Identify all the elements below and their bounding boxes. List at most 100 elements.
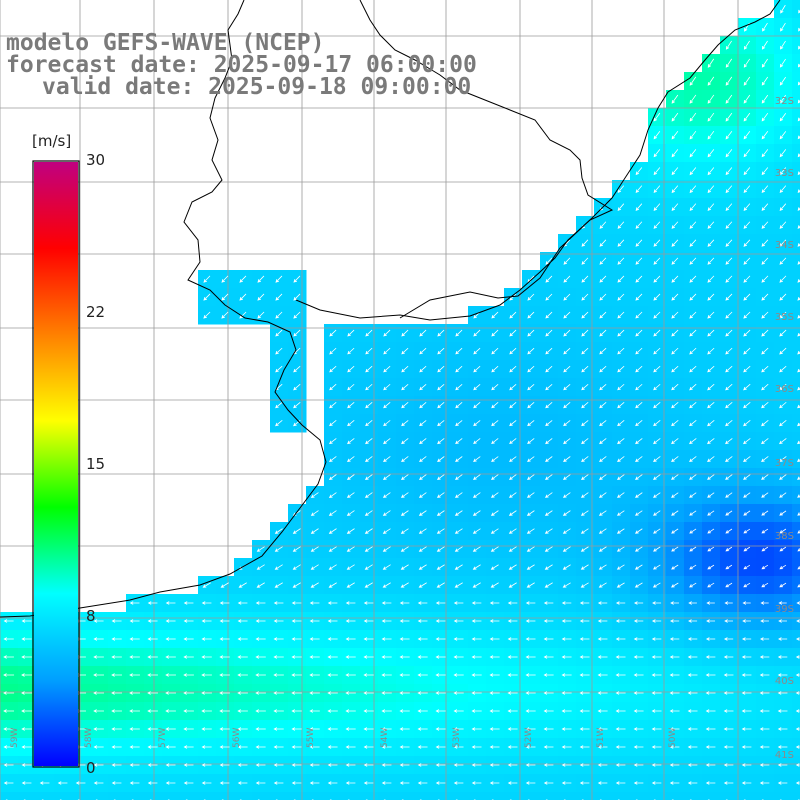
wind-vector-arrow <box>509 474 517 480</box>
wind-vector-arrow <box>725 130 733 140</box>
wind-vector-arrow <box>237 673 248 677</box>
wind-vector-arrow <box>21 637 32 641</box>
wind-vector-arrow <box>418 510 427 516</box>
wind-vector-arrow <box>562 582 571 588</box>
wind-vector-arrow <box>21 727 32 731</box>
wind-vector-arrow <box>455 365 463 373</box>
wind-vector-arrow <box>599 347 607 355</box>
wind-vector-arrow <box>401 438 409 445</box>
wind-vector-arrow <box>345 655 356 659</box>
wind-vector-arrow <box>707 94 715 104</box>
wind-vector-arrow <box>490 546 499 552</box>
wind-vector-arrow <box>777 673 788 677</box>
wind-speed-cell <box>180 792 199 800</box>
wind-speed-cell <box>792 414 800 433</box>
wind-vector-arrow <box>635 383 643 391</box>
wind-vector-arrow <box>725 528 733 534</box>
wind-speed-cell <box>126 792 145 800</box>
wind-vector-arrow <box>671 167 679 176</box>
wind-vector-arrow <box>274 546 283 552</box>
wind-vector-arrow <box>365 329 373 337</box>
wind-vector-arrow <box>93 763 104 767</box>
wind-vector-arrow <box>328 510 337 516</box>
wind-vector-arrow <box>507 601 518 605</box>
wind-vector-arrow <box>759 709 770 713</box>
wind-vector-arrow <box>365 347 373 355</box>
wind-vector-arrow <box>580 510 589 516</box>
wind-vector-arrow <box>689 293 697 301</box>
wind-vector-arrow <box>761 76 769 86</box>
wind-speed-cell <box>144 792 163 800</box>
wind-vector-arrow <box>399 673 410 677</box>
wind-speed-cell <box>792 540 800 559</box>
wind-speed-cell <box>414 792 433 800</box>
wind-vector-arrow <box>183 619 194 623</box>
wind-vector-arrow <box>509 420 517 427</box>
wind-vector-arrow <box>381 745 392 749</box>
wind-vector-arrow <box>651 673 662 677</box>
wind-vector-arrow <box>743 76 751 86</box>
wind-vector-arrow <box>525 601 536 605</box>
wind-vector-arrow <box>671 564 679 570</box>
wind-vector-arrow <box>111 637 122 641</box>
wind-vector-arrow <box>617 456 625 463</box>
wind-vector-arrow <box>761 420 769 427</box>
wind-vector-arrow <box>183 763 194 767</box>
wind-vector-arrow <box>707 185 715 194</box>
wind-vector-arrow <box>147 781 158 785</box>
wind-vector-arrow <box>707 492 715 498</box>
wind-vector-arrow <box>21 691 33 695</box>
wind-vector-arrow <box>473 438 481 445</box>
wind-vector-arrow <box>617 239 625 247</box>
wind-speed-cell <box>792 126 800 145</box>
lat-label: 39S <box>774 604 794 615</box>
wind-vector-arrow <box>563 311 571 319</box>
wind-vector-arrow <box>399 781 410 785</box>
wind-vector-arrow <box>363 673 374 677</box>
wind-vector-arrow <box>743 311 751 319</box>
wind-vector-arrow <box>761 221 769 229</box>
wind-speed-cell <box>702 792 721 800</box>
wind-vector-arrow <box>183 673 194 677</box>
wind-vector-arrow <box>689 365 697 373</box>
wind-speed-cell <box>486 792 505 800</box>
wind-speed-cell <box>792 270 800 289</box>
wind-vector-arrow <box>419 438 427 445</box>
wind-vector-arrow <box>455 438 463 445</box>
wind-vector-arrow <box>725 167 733 176</box>
wind-vector-arrow <box>329 401 337 409</box>
wind-vector-arrow <box>165 745 176 749</box>
wind-vector-arrow <box>581 438 589 445</box>
wind-vector-arrow <box>797 207 800 211</box>
wind-vector-arrow <box>345 691 356 695</box>
wind-vector-arrow <box>455 474 463 480</box>
wind-vector-arrow <box>633 673 644 677</box>
wind-vector-arrow <box>292 546 301 552</box>
wind-vector-arrow <box>741 691 752 695</box>
wind-vector-arrow <box>705 691 716 695</box>
wind-vector-arrow <box>21 709 33 713</box>
wind-vector-arrow <box>292 582 301 588</box>
wind-vector-arrow <box>797 225 800 229</box>
wind-speed-cell <box>792 792 800 800</box>
wind-vector-arrow <box>239 311 247 319</box>
wind-vector-arrow <box>455 347 463 355</box>
wind-vector-arrow <box>399 655 410 659</box>
wind-vector-arrow <box>743 58 751 68</box>
wind-vector-arrow <box>707 130 715 140</box>
wind-vector-arrow <box>129 673 140 677</box>
wind-vector-arrow <box>202 582 211 588</box>
wind-vector-arrow <box>689 257 697 265</box>
wind-vector-arrow <box>455 383 463 391</box>
wind-vector-arrow <box>579 763 590 767</box>
wind-vector-arrow <box>563 275 571 283</box>
wind-speed-cell <box>792 612 800 631</box>
wind-vector-arrow <box>671 347 679 355</box>
wind-vector-arrow <box>507 673 518 677</box>
wind-vector-arrow <box>527 329 535 337</box>
wind-vector-arrow <box>743 438 751 445</box>
lon-label: 56W <box>232 727 242 748</box>
wind-vector-arrow <box>400 492 409 498</box>
wind-vector-arrow <box>581 311 589 319</box>
wind-vector-arrow <box>707 311 715 319</box>
